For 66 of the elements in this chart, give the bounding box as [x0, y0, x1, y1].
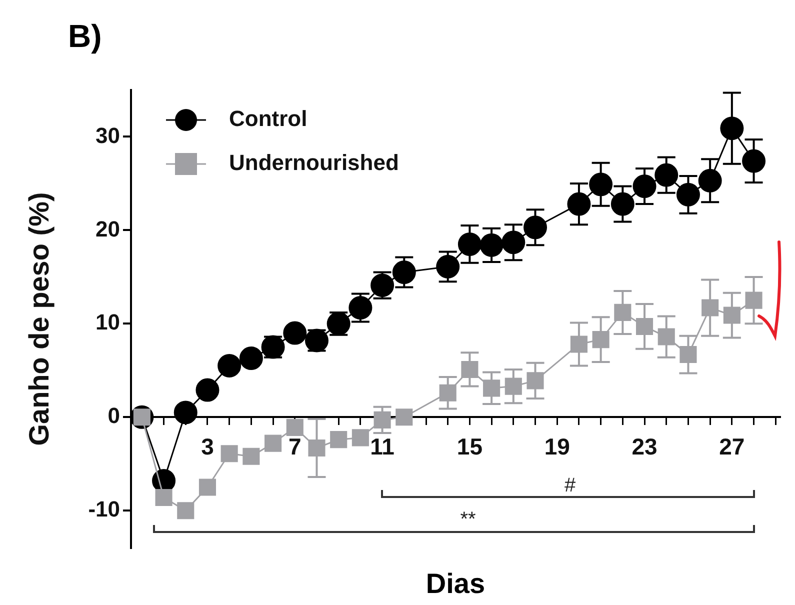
y-tick-label: 10	[96, 310, 120, 335]
point	[502, 230, 526, 254]
point	[480, 233, 504, 257]
point	[458, 232, 482, 256]
point	[396, 408, 413, 426]
point	[177, 502, 194, 520]
point	[264, 434, 282, 452]
x-tick-label: 11	[370, 433, 395, 460]
point	[698, 168, 722, 192]
point	[348, 296, 372, 320]
annotation: #	[564, 474, 576, 497]
point	[218, 354, 242, 378]
x-tick-label: 19	[544, 433, 570, 460]
point	[239, 346, 263, 370]
legend-label: Undernourished	[229, 150, 399, 176]
point	[504, 378, 522, 395]
point	[632, 174, 656, 198]
y-tick-label: 20	[96, 216, 120, 242]
point	[198, 478, 216, 496]
point	[636, 318, 654, 336]
x-tick-label: 27	[719, 433, 745, 460]
point	[524, 216, 548, 240]
y-tick-label: 0	[108, 403, 120, 428]
point	[352, 429, 369, 446]
y-tick-label: -10	[88, 496, 120, 522]
x-tick-label: 23	[632, 433, 658, 460]
point	[308, 439, 326, 457]
x-tick-label: 7	[288, 433, 302, 460]
x-tick-label: 3	[201, 433, 214, 460]
point	[680, 346, 697, 364]
chart-title: B)	[68, 18, 102, 55]
point	[567, 192, 591, 216]
point	[483, 380, 500, 397]
point	[723, 306, 740, 324]
point	[220, 445, 238, 462]
point	[702, 299, 719, 316]
point	[589, 172, 613, 196]
point	[676, 182, 700, 206]
point	[570, 336, 588, 353]
point	[374, 411, 391, 428]
point	[742, 149, 766, 173]
point	[283, 321, 307, 345]
point	[461, 360, 478, 378]
point	[392, 260, 416, 284]
point	[439, 384, 456, 402]
point	[658, 328, 675, 346]
x-tick-label: 15	[456, 433, 483, 460]
point	[526, 372, 544, 390]
x-axis-title: Dias	[424, 568, 486, 600]
point	[610, 192, 634, 216]
annotation: **	[460, 508, 476, 531]
y-axis-title: Ganho de peso (%)	[24, 192, 55, 446]
point	[745, 292, 762, 309]
point	[196, 378, 220, 402]
point	[286, 418, 304, 436]
point	[436, 254, 460, 278]
point	[592, 331, 610, 348]
point	[174, 400, 198, 424]
point	[654, 163, 678, 187]
point	[155, 489, 172, 506]
point	[720, 116, 744, 140]
y-tick-label: 30	[96, 122, 120, 148]
legend-label: Control	[229, 106, 308, 132]
point	[330, 431, 348, 448]
point	[614, 304, 632, 321]
point	[242, 448, 260, 465]
